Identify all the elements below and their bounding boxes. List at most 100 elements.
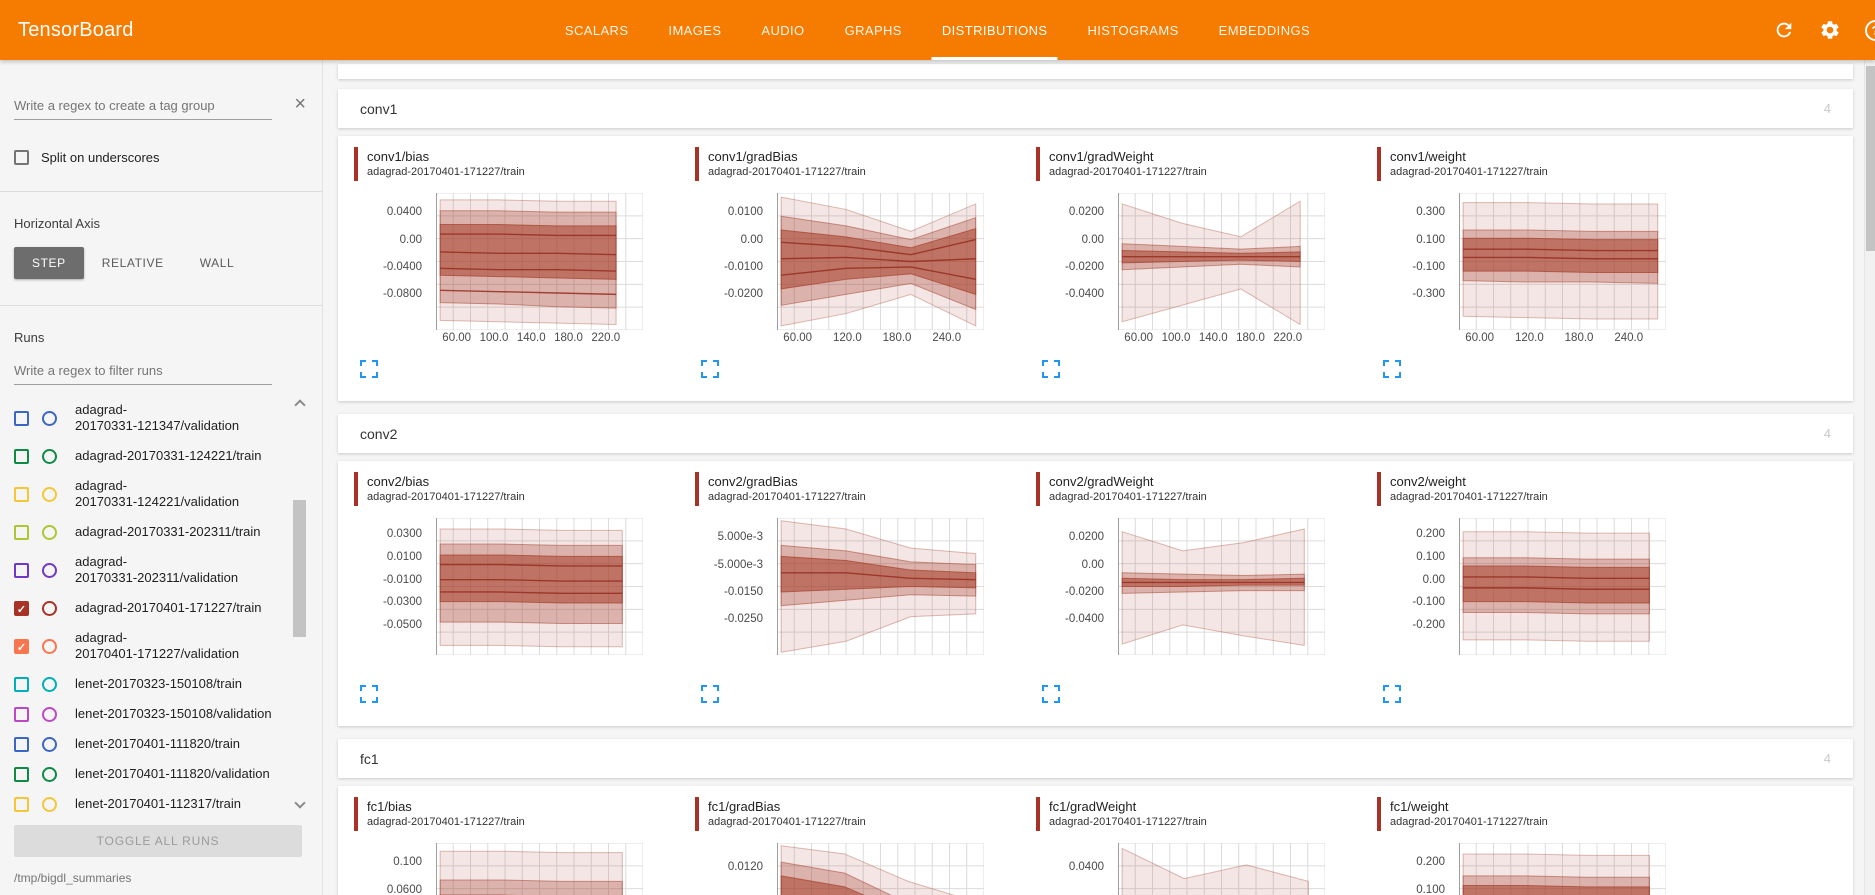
distribution-plot[interactable] [1459, 193, 1666, 330]
run-checkbox[interactable] [14, 524, 29, 540]
scrollbar-thumb[interactable] [293, 499, 306, 638]
distribution-plot[interactable] [1118, 193, 1325, 330]
tab-graphs[interactable]: GRAPHS [844, 22, 902, 38]
distribution-plot[interactable] [1459, 518, 1666, 655]
run-radio[interactable] [42, 676, 57, 692]
run-radio[interactable] [42, 766, 57, 782]
runs-scrollbar[interactable] [292, 395, 308, 813]
plot-area[interactable]: 0.01206.000e-30.00 [691, 843, 1032, 895]
run-radio[interactable] [42, 448, 57, 464]
tag-group-charts: conv2/bias adagrad-20170401-171227/train… [338, 461, 1853, 726]
plot-area[interactable]: 0.0300 0.0100 -0.0100 -0.0300 -0.0500 [350, 518, 691, 655]
distribution-plot[interactable] [777, 843, 984, 895]
plot-area[interactable]: 0.0100 0.00 -0.0100 -0.0200 [691, 193, 1032, 330]
tab-histograms[interactable]: HISTOGRAMS [1087, 22, 1179, 38]
run-checkbox[interactable] [14, 410, 29, 426]
run-item[interactable]: adagrad-20170331-202311/train [14, 517, 276, 547]
distribution-plot[interactable] [777, 518, 984, 655]
run-checkbox[interactable] [14, 676, 29, 692]
axis-option-wall[interactable]: WALL [182, 247, 253, 279]
run-radio[interactable] [42, 562, 57, 578]
run-radio[interactable] [42, 600, 57, 616]
expand-fullscreen-icon[interactable] [1383, 360, 1401, 378]
run-checkbox[interactable] [14, 766, 29, 782]
plot-area[interactable]: 0.0200 0.00 -0.0200 -0.0400 [1032, 518, 1373, 655]
run-item[interactable]: adagrad- 20170331-202311/validation [14, 547, 276, 593]
run-checkbox[interactable] [14, 706, 29, 722]
run-radio[interactable] [42, 796, 57, 812]
expand-fullscreen-icon[interactable] [1042, 685, 1060, 703]
run-checkbox[interactable] [14, 448, 29, 464]
distribution-plot[interactable] [1118, 843, 1325, 895]
settings-gear-icon[interactable] [1819, 19, 1841, 41]
axis-option-relative[interactable]: RELATIVE [84, 247, 182, 279]
run-item[interactable]: adagrad- 20170331-121347/validation [14, 395, 276, 441]
run-radio[interactable] [42, 486, 57, 502]
expand-fullscreen-icon[interactable] [360, 685, 378, 703]
expand-fullscreen-icon[interactable] [701, 685, 719, 703]
plot-area[interactable]: 0.300 0.100 -0.100 -0.300 [1373, 193, 1714, 330]
run-item[interactable]: lenet-20170401-111820/train [14, 729, 276, 759]
run-checkbox[interactable] [14, 796, 29, 812]
tag-group-header-fc1[interactable]: fc1 4 [338, 739, 1853, 778]
run-radio[interactable] [42, 638, 57, 654]
run-checkbox[interactable] [14, 486, 29, 502]
y-axis-labels: 0.0200 0.00 -0.0200 -0.0400 [1032, 193, 1110, 330]
expand-fullscreen-icon[interactable] [1383, 685, 1401, 703]
tag-regex-input[interactable] [14, 94, 272, 120]
distribution-plot[interactable] [436, 518, 643, 655]
run-radio[interactable] [42, 736, 57, 752]
tab-audio[interactable]: AUDIO [761, 22, 805, 38]
split-underscores-checkbox[interactable]: Split on underscores [14, 150, 322, 165]
run-item[interactable]: lenet-20170323-150108/validation [14, 699, 276, 729]
refresh-icon[interactable] [1773, 19, 1795, 41]
run-item[interactable]: lenet-20170401-111820/validation [14, 759, 276, 789]
expand-fullscreen-icon[interactable] [701, 360, 719, 378]
page-scrollbar-thumb[interactable] [1866, 66, 1875, 251]
checkbox-icon[interactable] [14, 150, 29, 165]
tab-embeddings[interactable]: EMBEDDINGS [1218, 22, 1311, 38]
tab-images[interactable]: IMAGES [668, 22, 722, 38]
page-scrollbar[interactable] [1864, 60, 1875, 895]
distribution-plot[interactable] [1118, 518, 1325, 655]
tab-scalars[interactable]: SCALARS [564, 22, 629, 38]
run-checkbox[interactable] [14, 736, 29, 752]
run-item[interactable]: lenet-20170401-112317/train [14, 789, 276, 813]
run-radio[interactable] [42, 410, 57, 426]
run-radio[interactable] [42, 524, 57, 540]
run-item[interactable]: adagrad-20170331-124221/train [14, 441, 276, 471]
run-checkbox[interactable]: ✓ [14, 638, 29, 654]
tag-group-header-conv1[interactable]: conv1 4 [338, 89, 1853, 128]
runs-filter-input[interactable] [14, 359, 272, 385]
chevron-up-icon[interactable] [294, 399, 306, 411]
distribution-plot[interactable] [777, 193, 984, 330]
axis-option-step[interactable]: STEP [14, 247, 84, 279]
tag-group-header-conv2[interactable]: conv2 4 [338, 414, 1853, 453]
plot-area[interactable]: 0.0200 0.00 -0.0200 -0.0400 [1032, 193, 1373, 330]
plot-area[interactable]: 0.0400 0.00 -0.0400 -0.0800 [350, 193, 691, 330]
run-item[interactable]: ✓ adagrad- 20170401-171227/validation [14, 623, 276, 669]
expand-fullscreen-icon[interactable] [360, 360, 378, 378]
distribution-plot[interactable] [1459, 843, 1666, 895]
run-item[interactable]: ✓ adagrad-20170401-171227/train [14, 593, 276, 623]
chevron-down-icon[interactable] [294, 797, 306, 809]
toggle-all-runs-button[interactable]: TOGGLE ALL RUNS [14, 825, 302, 857]
plot-area[interactable]: 5.000e-3 -5.000e-3 -0.0150 -0.0250 [691, 518, 1032, 655]
chart-run-subtitle: adagrad-20170401-171227/train [1049, 166, 1207, 178]
run-checkbox[interactable]: ✓ [14, 600, 29, 616]
help-icon[interactable]: ? [1865, 19, 1875, 41]
plot-area[interactable]: 0.200 0.100 0.00 -0.100 -0.200 [1373, 518, 1714, 655]
run-radio[interactable] [42, 706, 57, 722]
run-label: adagrad- 20170331-202311/validation [75, 554, 239, 585]
run-item[interactable]: lenet-20170323-150108/train [14, 669, 276, 699]
run-checkbox[interactable] [14, 562, 29, 578]
close-icon[interactable]: × [294, 93, 306, 115]
distribution-plot[interactable] [436, 843, 643, 895]
run-item[interactable]: adagrad- 20170331-124221/validation [14, 471, 276, 517]
expand-fullscreen-icon[interactable] [1042, 360, 1060, 378]
distribution-plot[interactable] [436, 193, 643, 330]
tab-distributions[interactable]: DISTRIBUTIONS [926, 0, 1064, 60]
